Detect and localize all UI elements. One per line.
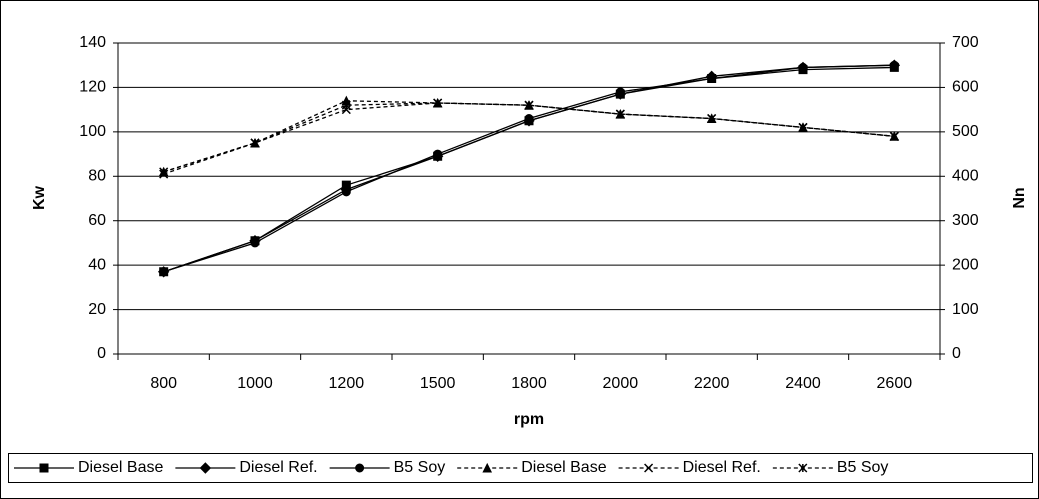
data-point	[615, 87, 625, 97]
data-point	[159, 167, 169, 177]
x-tick-label: 1200	[329, 375, 365, 392]
legend-marker	[798, 463, 808, 473]
data-point	[889, 131, 899, 141]
legend-marker	[355, 463, 365, 473]
legend-label: Diesel Base	[78, 459, 163, 476]
data-point	[341, 187, 351, 197]
legend-label: Diesel Ref.	[683, 459, 761, 476]
y2-tick-label: 0	[952, 345, 961, 362]
legend-marker	[199, 462, 212, 474]
data-point	[615, 109, 625, 119]
series-line	[163, 102, 895, 175]
data-point	[159, 267, 169, 277]
data-point	[889, 60, 899, 70]
data-point	[433, 149, 443, 159]
data-point	[250, 138, 260, 148]
legend-marker	[39, 463, 49, 473]
data-point	[798, 62, 808, 72]
x-tick-label: 800	[150, 375, 177, 392]
data-point	[433, 98, 443, 108]
legend-label: B5 Soy	[837, 459, 889, 476]
x-tick-label: 2400	[785, 375, 821, 392]
y-tick-label: 40	[88, 256, 106, 273]
y-tick-label: 60	[88, 212, 106, 229]
y-tick-label: 100	[79, 123, 106, 140]
y-tick-label: 0	[97, 345, 106, 362]
data-point	[341, 100, 351, 110]
y2-tick-label: 500	[952, 123, 979, 140]
x-tick-label: 1500	[420, 375, 456, 392]
y2-tick-label: 700	[952, 34, 979, 51]
x-tick-label: 2200	[694, 375, 730, 392]
y-axis-title: Kw	[31, 185, 48, 210]
x-tick-label: 1000	[237, 375, 273, 392]
data-point	[524, 114, 534, 124]
y-tick-label: 120	[79, 79, 106, 96]
data-point	[250, 238, 260, 248]
legend-label: Diesel Ref.	[239, 459, 317, 476]
legend-label: B5 Soy	[394, 459, 446, 476]
y-tick-label: 20	[88, 301, 106, 318]
data-point	[524, 100, 534, 110]
y2-tick-label: 600	[952, 79, 979, 96]
y-tick-label: 80	[88, 168, 106, 185]
legend-marker	[644, 463, 654, 473]
series-line	[163, 102, 895, 173]
y2-tick-label: 300	[952, 212, 979, 229]
data-point	[707, 113, 717, 124]
x-axis-title: rpm	[514, 411, 544, 428]
data-point	[798, 122, 808, 132]
legend-label: Diesel Base	[521, 459, 606, 476]
x-tick-label: 2000	[603, 375, 639, 392]
y2-tick-label: 100	[952, 301, 979, 318]
y2-tick-label: 200	[952, 256, 979, 273]
x-tick-label: 1800	[511, 375, 547, 392]
y2-tick-label: 400	[952, 168, 979, 185]
y2-axis-title: Nn	[1011, 187, 1028, 208]
data-point	[707, 74, 717, 84]
y-tick-label: 140	[79, 34, 106, 51]
x-tick-label: 2600	[877, 375, 913, 392]
legend-marker	[482, 462, 493, 473]
